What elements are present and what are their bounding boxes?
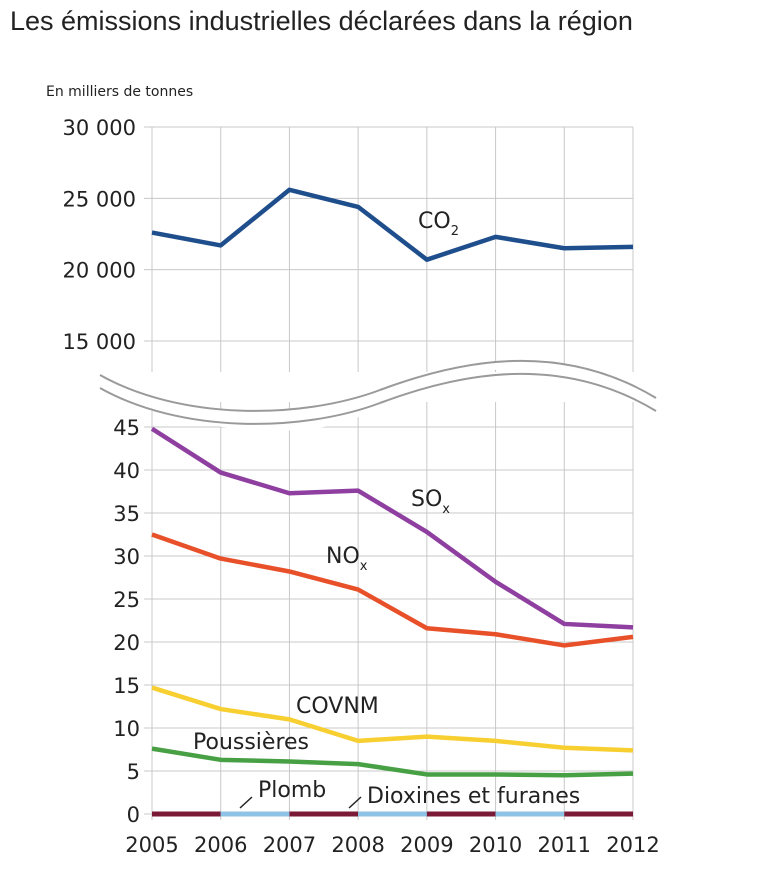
x-tick-label: 2008: [331, 833, 384, 857]
series-lines: [150, 187, 634, 817]
series-label-dioxines-et-furanes: Dioxines et furanes: [367, 784, 580, 809]
axis-break-band: [100, 360, 656, 431]
series-labels: CO2 SOx NOx COVNM Poussières Plomb Dioxines et…: [193, 209, 580, 809]
y-tick-label: 35: [113, 502, 140, 526]
x-tick-label: 2011: [538, 833, 591, 857]
series-label-nox: NOx: [326, 544, 368, 574]
series-line-covnm: [151, 685, 634, 753]
x-tick-labels: 2005 2006 2007 2008 2009 2010 2011 2012: [125, 833, 659, 857]
axis-break: [99, 359, 657, 431]
axis-break-line-bottom: [99, 372, 657, 425]
y-tick-label: 10: [113, 717, 140, 741]
y-tick-label: 30: [113, 545, 140, 569]
x-tick-label: 2010: [469, 833, 522, 857]
axis-break-line-top: [99, 359, 657, 412]
y-tick-label: 25 000: [63, 187, 136, 211]
series-line-nox: [151, 532, 634, 648]
series-label-sox: SOx: [411, 487, 450, 517]
y-tick-label: 0: [127, 803, 140, 827]
series-line-poussières: [151, 746, 634, 778]
y-tick-label: 45: [113, 416, 140, 440]
y-tick-label: 25: [113, 588, 140, 612]
y-tick-label: 20: [113, 631, 140, 655]
series-label-poussières: Poussières: [193, 730, 309, 755]
x-tick-label: 2005: [125, 833, 178, 857]
y-tick-label: 15: [113, 674, 140, 698]
y-tick-labels: 30 000 25 000 20 000 15 000 45 40 35 30 25 20 15 10…: [63, 116, 140, 827]
x-tick-label: 2012: [606, 833, 659, 857]
series-line-co2: [151, 187, 634, 262]
y-axis-unit-label: En milliers de tonnes: [46, 84, 193, 100]
series-label-plomb: Plomb: [258, 778, 326, 803]
x-tick-label: 2006: [194, 833, 247, 857]
dioxines-leader-line: [348, 796, 362, 809]
series-label-co2: CO2: [418, 209, 459, 239]
series-line-sox: [150, 426, 634, 630]
y-tick-label: 5: [127, 760, 140, 784]
page-title: Les émissions industrielles déclarées da…: [10, 6, 633, 36]
y-tick-label: 20 000: [63, 259, 136, 283]
y-tick-label: 40: [113, 459, 140, 483]
y-tick-label: 15 000: [63, 330, 136, 354]
series-label-covnm: COVNM: [296, 694, 379, 719]
plomb-leader-line: [239, 796, 253, 809]
x-tick-label: 2009: [400, 833, 453, 857]
x-tick-label: 2007: [263, 833, 316, 857]
y-tick-label: 30 000: [63, 116, 136, 140]
